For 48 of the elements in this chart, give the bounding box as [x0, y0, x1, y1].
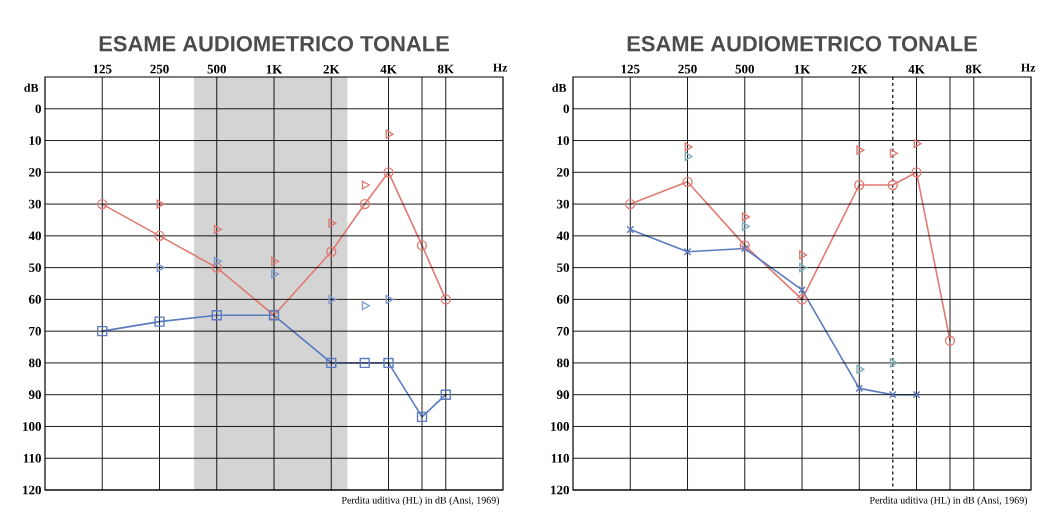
y-tick-label: 70 — [557, 326, 569, 336]
x-tick-label: 4K — [380, 64, 397, 74]
y-axis-title: dB — [552, 83, 567, 92]
y-tick-label: 100 — [551, 422, 569, 431]
x-tick-label: 125 — [621, 64, 640, 74]
y-tick-label: 10 — [557, 136, 569, 145]
y-tick-label: 80 — [28, 358, 41, 368]
y-tick-label: 120 — [23, 485, 41, 495]
x-tick-label: 4K — [908, 64, 925, 74]
x-tick-label: 2K — [851, 64, 868, 74]
x-tick-label: 125 — [93, 64, 112, 74]
x-tick-label: 1K — [266, 64, 283, 74]
y-tick-label: 70 — [29, 326, 41, 336]
y-tick-label: 40 — [556, 231, 569, 241]
y-tick-label: 60 — [556, 295, 569, 304]
y-tick-label: 110 — [23, 453, 41, 463]
y-tick-label: 30 — [557, 199, 569, 209]
y-tick-label: 80 — [556, 358, 569, 368]
y-tick-label: 30 — [29, 199, 41, 209]
text: Perdita uditiva (HL) in dB (Ansi, 1969) — [341, 496, 500, 506]
y-tick-label: 40 — [28, 231, 41, 241]
chart-title: ESAME AUDIOMETRICO TONALE — [627, 35, 977, 52]
x-tick-label: 250 — [150, 64, 169, 74]
y-tick-label: 50 — [29, 263, 41, 272]
y-tick-label: 90 — [556, 390, 569, 400]
x-tick-label: 500 — [207, 64, 226, 74]
x-axis-title: Hz — [493, 63, 508, 72]
x-tick-label: 1K — [794, 64, 811, 74]
chart-title: ESAME AUDIOMETRICO TONALE — [99, 35, 449, 52]
x-tick-label: 8K — [437, 64, 454, 74]
x-tick-label: 250 — [678, 64, 697, 74]
y-tick-label: 20 — [29, 167, 41, 177]
y-tick-label: 50 — [557, 263, 569, 272]
x-axis-title: Hz — [1021, 63, 1036, 72]
y-tick-label: 0 — [35, 104, 41, 114]
y-tick-label: 90 — [28, 390, 41, 400]
text: Perdita uditiva (HL) in dB (Ansi, 1969) — [869, 496, 1028, 506]
y-tick-label: 0 — [563, 104, 569, 114]
y-tick-label: 120 — [551, 485, 569, 495]
x-tick-label: 8K — [965, 64, 982, 74]
y-tick-label: 60 — [28, 295, 41, 304]
y-tick-label: 110 — [551, 453, 569, 463]
y-tick-label: 20 — [557, 167, 569, 177]
x-tick-label: 2K — [323, 64, 340, 74]
y-axis-title: dB — [24, 83, 39, 92]
y-tick-label: 10 — [29, 136, 41, 145]
x-tick-label: 500 — [735, 64, 754, 74]
y-tick-label: 100 — [23, 422, 41, 431]
